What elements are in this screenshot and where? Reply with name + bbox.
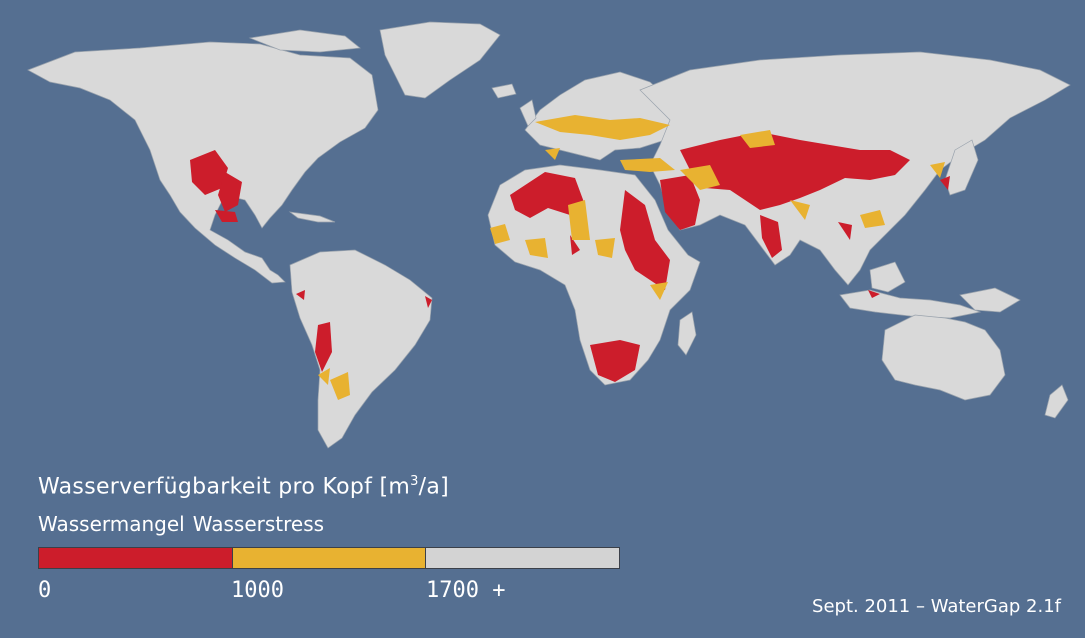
greenland [379,21,501,99]
iceland [491,83,517,99]
legend-tick-1700: 1700 + [426,578,506,603]
madagascar [677,311,697,356]
land-masses [27,21,1071,449]
legend-swatch-stress [231,548,426,568]
legend-swatch-scarcity [39,548,232,568]
legend-tick-0: 0 [38,578,52,603]
legend-tick-1000: 1000 [231,578,284,603]
arctic-islands [248,29,361,53]
south-america [289,249,433,449]
legend-color-bar [38,547,620,569]
legend-categories: Wassermangel Wasserstress [38,512,324,536]
legend-category-stress: Wasserstress [192,512,325,536]
scarcity-regions [190,132,950,382]
indonesia [839,289,982,319]
legend-title: Wasserverfügbarkeit pro Kopf [m3/a] [38,474,450,500]
source-credit: Sept. 2011 – WaterGap 2.1f [812,596,1061,617]
uk [519,99,537,127]
legend-category-scarcity: Wassermangel [38,512,185,536]
australia [881,314,1006,401]
new-zealand [1044,384,1069,419]
borneo [869,261,906,293]
new-guinea [959,287,1021,313]
caribbean [288,211,336,223]
legend-swatch-sufficient [425,548,620,568]
stress-regions [318,115,945,400]
